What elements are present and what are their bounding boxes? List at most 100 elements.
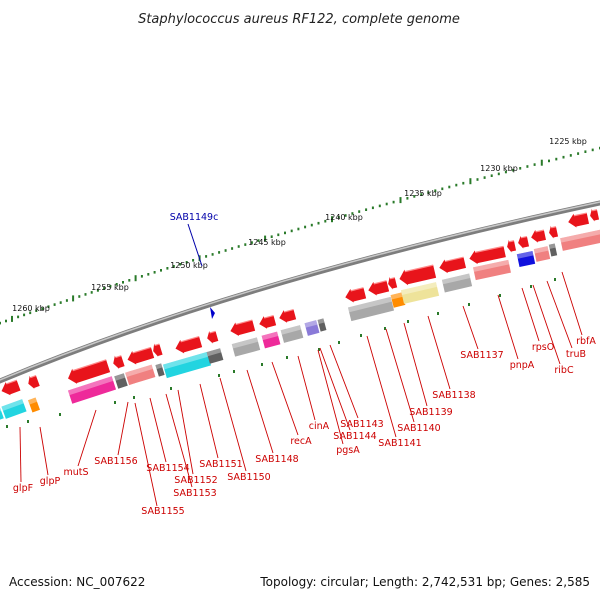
scale-tick — [0, 321, 1, 325]
leader-line — [329, 344, 359, 419]
scale-tick — [140, 275, 143, 278]
gene-block — [261, 331, 281, 349]
feature-tick — [318, 348, 320, 351]
scale-tick — [96, 289, 99, 292]
map-title: Staphylococcus aureus RF122, complete ge… — [138, 12, 460, 27]
accession-text: Accession: NC_007622 — [9, 575, 145, 589]
gene-label: SAB1137 — [460, 350, 503, 361]
gene-block — [400, 282, 440, 304]
gene-block — [67, 376, 117, 404]
leader-line — [19, 426, 22, 483]
highlight-label: SAB1149c — [170, 212, 219, 223]
leader-line — [165, 393, 193, 488]
scale-tick — [244, 243, 247, 246]
gene-arrow — [368, 280, 390, 296]
feature-tick — [554, 278, 556, 281]
leader-line — [177, 389, 194, 475]
scale-tick — [179, 263, 182, 266]
scale-label: 1240 kbp — [325, 213, 363, 222]
scale-tick — [211, 253, 214, 256]
scale-tick — [250, 241, 253, 244]
scale-tick — [385, 202, 388, 206]
scale-tick — [257, 239, 260, 242]
scale-tick — [420, 193, 423, 196]
scale-label: 1225 kbp — [549, 137, 587, 146]
scale-tick — [192, 259, 195, 262]
scale-tick — [413, 195, 416, 198]
scale-tick — [462, 181, 465, 185]
leader-line — [134, 402, 158, 507]
gene-label: SAB1139 — [409, 407, 452, 418]
gene-arrow — [549, 225, 559, 239]
gene-arrow — [259, 315, 277, 329]
scale-tick — [584, 150, 587, 153]
leader-line — [521, 287, 540, 342]
leader-line — [219, 377, 247, 472]
scale-tick — [483, 176, 486, 179]
gene-arrow — [399, 264, 437, 286]
scale-tick — [224, 249, 227, 252]
gene-block — [0, 406, 4, 422]
gene-block — [125, 370, 135, 386]
scale-tick — [11, 315, 13, 322]
feature-tick — [233, 370, 235, 373]
scale-tick — [540, 159, 543, 166]
gene-block — [130, 364, 156, 384]
scale-tick — [134, 275, 137, 282]
genome-backbone — [0, 200, 600, 384]
gene-arrow — [439, 256, 467, 274]
gene-label: cinA — [309, 421, 330, 432]
feature-tick — [133, 396, 135, 399]
scale-tick — [548, 159, 550, 163]
scale-tick — [270, 235, 273, 238]
scale-tick — [351, 212, 354, 215]
leader-line — [462, 305, 479, 350]
gene-label: rbfA — [576, 336, 596, 347]
gene-block — [206, 348, 224, 364]
scale-tick — [128, 279, 131, 282]
scale-tick — [406, 197, 409, 200]
gene-label: mutS — [63, 467, 88, 478]
scale-tick — [434, 189, 437, 192]
gene-arrow — [207, 330, 219, 344]
gene-arrow — [68, 359, 111, 384]
scale-tick — [344, 214, 347, 217]
genome-summary-text: Topology: circular; Length: 2,742,531 bp… — [259, 575, 590, 589]
leader-line — [546, 280, 573, 349]
scale-tick — [153, 271, 156, 274]
scale-tick — [469, 178, 472, 185]
scale-tick — [78, 295, 81, 298]
gene-arrow — [153, 343, 163, 357]
gene-block — [473, 259, 511, 281]
gene-label: ribC — [554, 365, 574, 376]
label-leaders — [19, 271, 583, 507]
scale-tick — [47, 305, 50, 308]
scale-tick — [17, 315, 20, 319]
scale-tick — [476, 178, 479, 181]
leader-line — [297, 355, 316, 421]
scale-tick — [490, 174, 493, 177]
feature-tick — [218, 374, 220, 377]
scale-tick — [218, 251, 221, 254]
leader-line — [561, 271, 583, 336]
scale-tick — [23, 313, 26, 317]
leader-line — [385, 328, 415, 423]
gene-block — [162, 351, 212, 379]
scale-tick — [427, 191, 430, 194]
scale-label: 1230 kbp — [480, 164, 518, 173]
scale-tick — [371, 206, 374, 210]
gene-label: truB — [566, 349, 586, 360]
scale-tick — [147, 273, 150, 276]
leader-line — [403, 322, 428, 407]
gene-block — [533, 246, 551, 262]
scale-tick — [185, 261, 188, 264]
scale-label: 1255 kbp — [91, 283, 129, 292]
gene-block — [548, 243, 558, 257]
gene-label: SAB1153 — [173, 488, 216, 499]
scale-tick — [122, 281, 124, 284]
leader-line — [497, 294, 519, 360]
feature-tick — [384, 327, 386, 330]
scale-tick — [5, 319, 7, 323]
gene-label: recA — [290, 436, 312, 447]
